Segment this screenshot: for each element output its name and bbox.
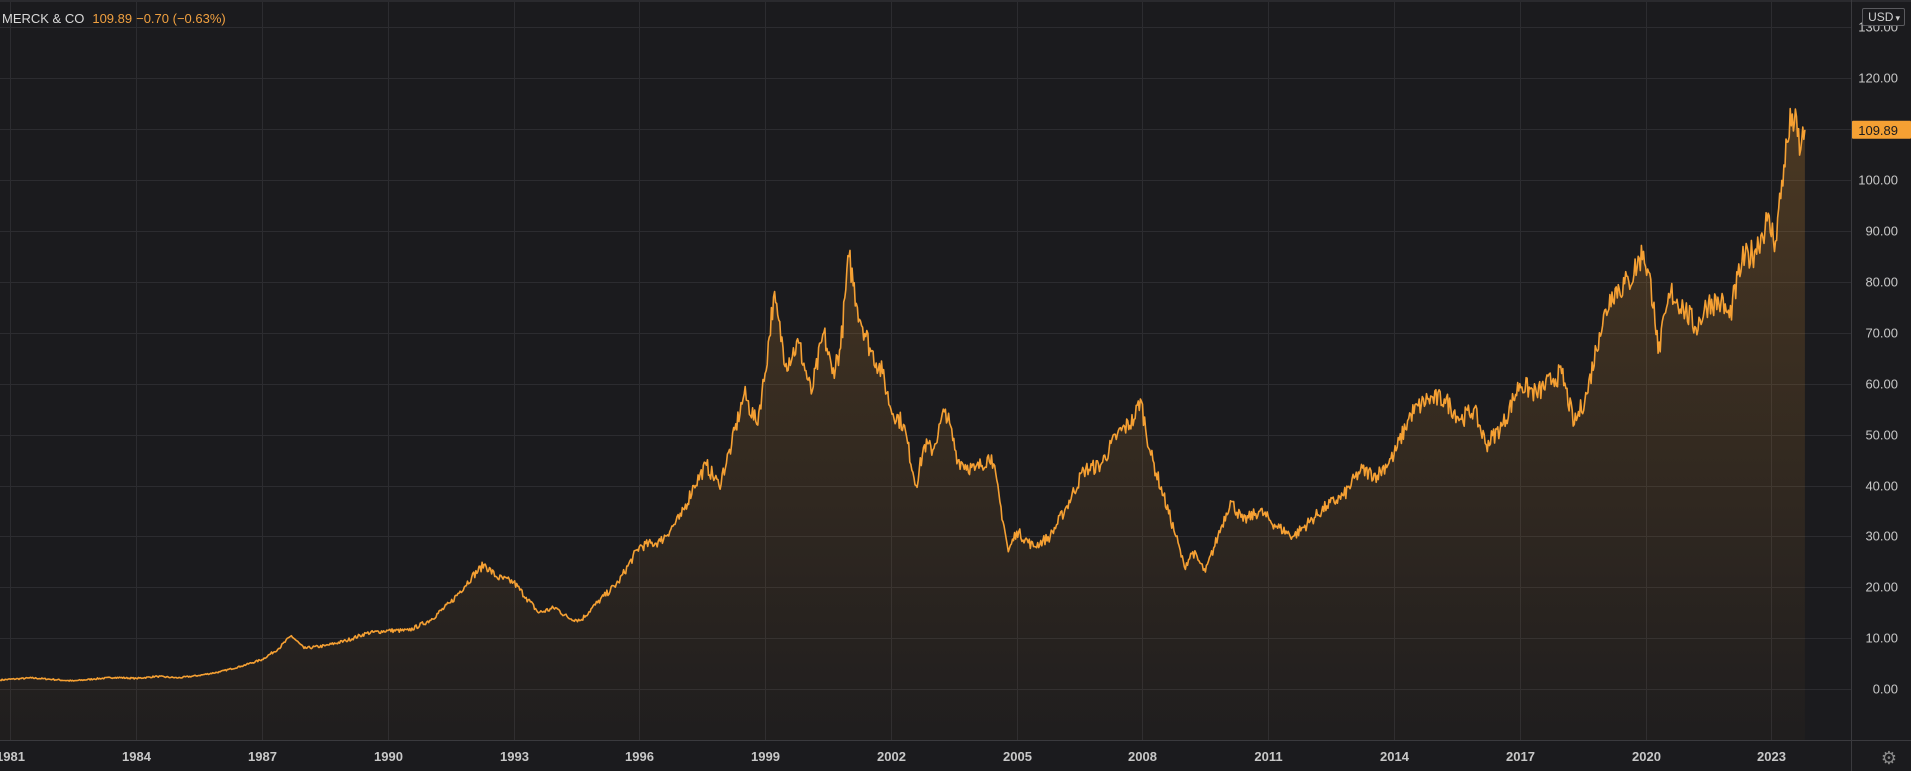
x-tick-label: 2017 (1506, 749, 1535, 764)
y-tick-label: 30.00 (1865, 529, 1898, 544)
y-tick-label: 50.00 (1865, 428, 1898, 443)
price-change: −0.70 (−0.63%) (136, 11, 226, 26)
y-tick-label: 120.00 (1858, 71, 1898, 86)
y-tick-label: 20.00 (1865, 580, 1898, 595)
price-series (0, 107, 1806, 741)
x-tick-label: 2014 (1380, 749, 1410, 764)
y-tick-label: 10.00 (1865, 631, 1898, 646)
x-tick-label: 2002 (877, 749, 906, 764)
y-tick-label: 0.00 (1873, 682, 1898, 697)
x-tick-label: 1984 (122, 749, 152, 764)
x-tick-label: 2005 (1003, 749, 1032, 764)
price-area (0, 108, 1805, 741)
y-tick-label: 80.00 (1865, 275, 1898, 290)
x-tick-label: 2023 (1757, 749, 1786, 764)
currency-selector[interactable]: USD ▾ (1862, 8, 1905, 26)
x-tick-label: 1999 (751, 749, 780, 764)
last-price: 109.89 (92, 11, 133, 26)
price-line (0, 107, 1806, 682)
y-tick-label: 100.00 (1858, 173, 1898, 188)
last-price-tag-bg (1852, 120, 1911, 139)
gear-icon[interactable]: ⚙ (1880, 748, 1897, 768)
last-price-tag: 109.89 (1852, 120, 1911, 139)
y-axis: 0.00 10.00 20.00 30.00 40.00 50.00 60.00 70.00 8… (1858, 20, 1898, 697)
y-tick-label: 90.00 (1865, 224, 1898, 239)
x-tick-label: 1996 (625, 749, 654, 764)
x-tick-label: 1987 (248, 749, 277, 764)
x-tick-label: 2020 (1632, 749, 1661, 764)
chart-legend: MERCK & CO 109.89 −0.70 (−0.63%) (2, 11, 226, 26)
x-tick-label: 1990 (374, 749, 403, 764)
y-tick-label: 40.00 (1865, 479, 1898, 494)
x-tick-label: 1993 (500, 749, 529, 764)
x-tick-label: 2011 (1254, 749, 1282, 764)
x-tick-label: 2008 (1128, 749, 1157, 764)
y-tick-label: 70.00 (1865, 326, 1898, 341)
x-tick-label: 1981 (0, 749, 25, 764)
x-axis: 1981 1984 1987 1990 1993 1996 1999 2002 2005 2008… (0, 749, 1786, 764)
last-price-tag-label: 109.89 (1858, 123, 1898, 138)
chevron-down-icon: ▾ (1895, 13, 1900, 23)
currency-label: USD (1868, 10, 1894, 24)
instrument-name: MERCK & CO (2, 11, 85, 26)
y-tick-label: 60.00 (1865, 377, 1898, 392)
